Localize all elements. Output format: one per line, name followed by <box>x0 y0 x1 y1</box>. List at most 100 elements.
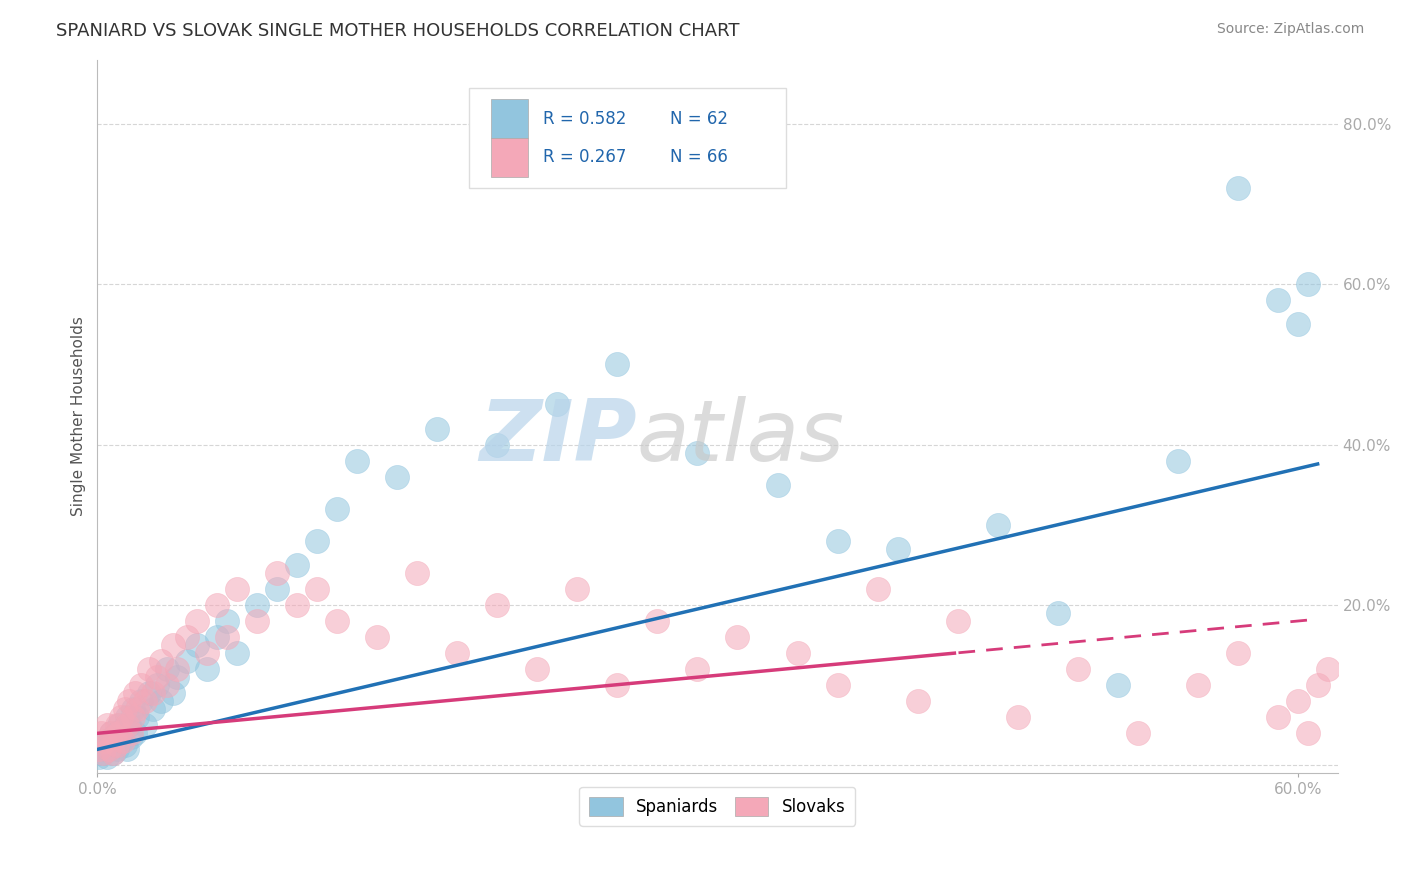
Text: N = 62: N = 62 <box>671 110 728 128</box>
Text: ZIP: ZIP <box>479 396 637 479</box>
Point <box>1167 453 1189 467</box>
Point <box>176 654 198 668</box>
Point <box>138 686 160 700</box>
Point <box>446 646 468 660</box>
Legend: Spaniards, Slovaks: Spaniards, Slovaks <box>579 787 855 826</box>
Point <box>103 747 125 761</box>
Point <box>195 646 218 660</box>
Point <box>114 702 136 716</box>
Point <box>90 726 112 740</box>
Point <box>93 747 115 761</box>
Point <box>150 654 173 668</box>
Point <box>366 630 388 644</box>
Point <box>105 739 128 753</box>
Point <box>114 739 136 753</box>
Point <box>827 678 849 692</box>
Point <box>146 670 169 684</box>
Point <box>104 731 127 745</box>
Point <box>186 614 208 628</box>
Point <box>142 702 165 716</box>
Point <box>246 598 269 612</box>
Point <box>486 437 509 451</box>
Point <box>90 742 112 756</box>
Point <box>406 566 429 580</box>
Text: SPANIARD VS SLOVAK SINGLE MOTHER HOUSEHOLDS CORRELATION CHART: SPANIARD VS SLOVAK SINGLE MOTHER HOUSEHO… <box>56 22 740 40</box>
Point <box>104 734 127 748</box>
Text: atlas: atlas <box>637 396 845 479</box>
FancyBboxPatch shape <box>470 88 786 188</box>
Point <box>89 742 111 756</box>
Point <box>166 662 188 676</box>
Point <box>100 726 122 740</box>
Point <box>96 750 118 764</box>
Point <box>1007 710 1029 724</box>
Point <box>98 742 121 756</box>
Point <box>686 445 709 459</box>
Point <box>176 630 198 644</box>
Point <box>96 734 118 748</box>
Point <box>546 397 568 411</box>
Point <box>1316 662 1339 676</box>
Point <box>307 582 329 596</box>
Point <box>118 718 141 732</box>
Point <box>195 662 218 676</box>
Point <box>727 630 749 644</box>
Point <box>246 614 269 628</box>
Point <box>103 731 125 745</box>
Point <box>1306 678 1329 692</box>
Point <box>387 469 409 483</box>
Point <box>117 718 139 732</box>
Point <box>98 742 121 756</box>
Point <box>108 718 131 732</box>
Point <box>138 662 160 676</box>
Point <box>217 614 239 628</box>
Point <box>100 726 122 740</box>
Point <box>124 686 146 700</box>
Point <box>1187 678 1209 692</box>
Point <box>217 630 239 644</box>
Point <box>108 726 131 740</box>
Point <box>1046 606 1069 620</box>
Point <box>786 646 808 660</box>
Point <box>1296 277 1319 292</box>
Point <box>122 710 145 724</box>
Point <box>946 614 969 628</box>
Point <box>89 750 111 764</box>
Text: R = 0.582: R = 0.582 <box>543 110 626 128</box>
Point <box>1267 293 1289 308</box>
FancyBboxPatch shape <box>491 137 527 177</box>
Point <box>156 662 179 676</box>
Point <box>112 723 135 737</box>
Point <box>1296 726 1319 740</box>
Point <box>266 582 288 596</box>
Point <box>886 541 908 556</box>
Point <box>606 358 628 372</box>
Point <box>307 533 329 548</box>
Point <box>186 638 208 652</box>
Text: N = 66: N = 66 <box>671 148 728 167</box>
Point <box>686 662 709 676</box>
Point <box>94 739 117 753</box>
Point <box>866 582 889 596</box>
Point <box>131 678 153 692</box>
Point <box>120 731 142 745</box>
Point <box>207 630 229 644</box>
Point <box>124 726 146 740</box>
Point <box>156 678 179 692</box>
Point <box>110 710 132 724</box>
Point <box>120 726 142 740</box>
Point <box>105 726 128 740</box>
Point <box>105 718 128 732</box>
FancyBboxPatch shape <box>491 99 527 138</box>
Point <box>162 638 184 652</box>
Text: R = 0.267: R = 0.267 <box>543 148 626 167</box>
Point <box>1107 678 1129 692</box>
Point <box>122 702 145 716</box>
Point <box>486 598 509 612</box>
Point <box>647 614 669 628</box>
Point <box>112 734 135 748</box>
Point <box>150 694 173 708</box>
Point <box>94 734 117 748</box>
Point <box>287 598 309 612</box>
Point <box>266 566 288 580</box>
